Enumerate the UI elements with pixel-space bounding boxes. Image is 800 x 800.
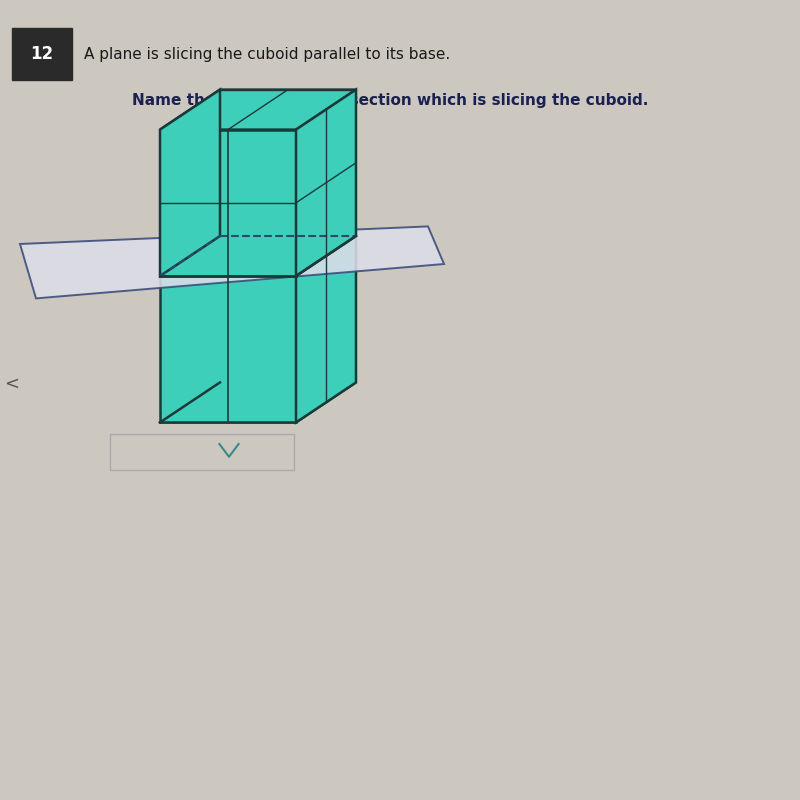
Text: A plane is slicing the cuboid parallel to its base.: A plane is slicing the cuboid parallel t… bbox=[84, 46, 450, 62]
FancyBboxPatch shape bbox=[110, 434, 294, 470]
Polygon shape bbox=[20, 226, 444, 298]
Text: <: < bbox=[4, 375, 19, 393]
Polygon shape bbox=[296, 90, 356, 276]
Polygon shape bbox=[160, 90, 220, 276]
Polygon shape bbox=[160, 276, 296, 422]
Polygon shape bbox=[296, 236, 356, 422]
FancyBboxPatch shape bbox=[12, 28, 72, 80]
Polygon shape bbox=[160, 382, 356, 422]
Polygon shape bbox=[160, 130, 296, 276]
Text: Name the shape of cross section which is slicing the cuboid.: Name the shape of cross section which is… bbox=[132, 93, 648, 107]
Polygon shape bbox=[160, 90, 356, 130]
Text: 12: 12 bbox=[30, 45, 54, 63]
